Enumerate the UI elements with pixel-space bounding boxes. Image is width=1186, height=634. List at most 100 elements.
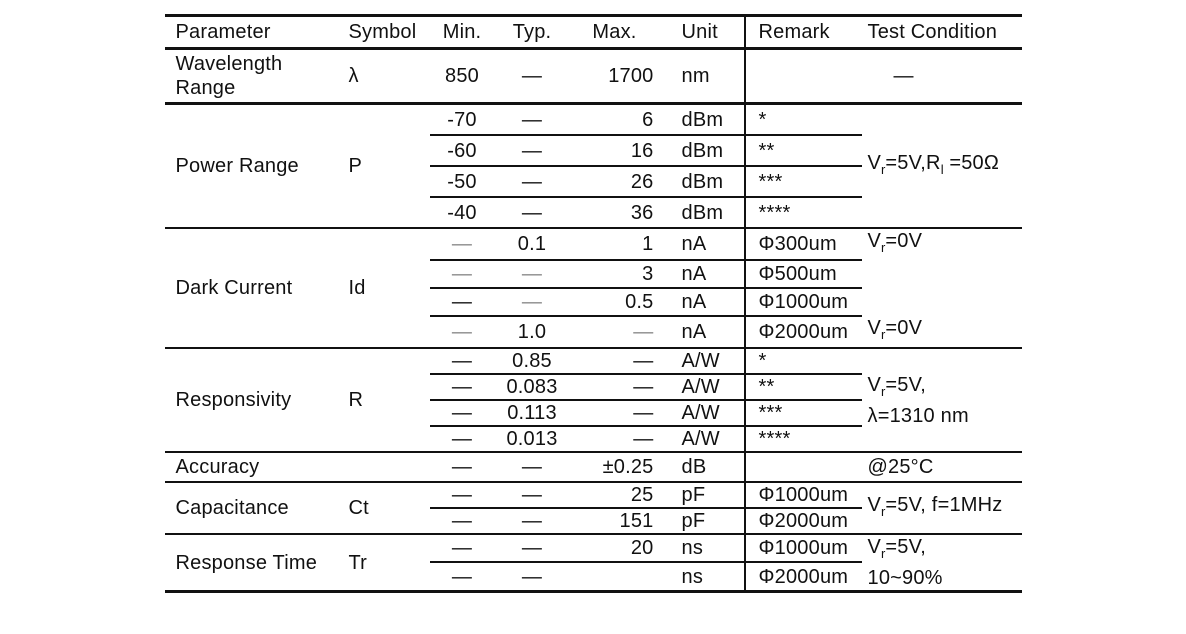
- cell-unit: dBm: [659, 102, 745, 135]
- cell-remark: ****: [743, 196, 862, 228]
- cell-test-condition: @25°C: [861, 451, 1022, 482]
- table-row: Response Time Tr — —20 ns Φ1000um Vr=5V, 10~90%: [164, 532, 1022, 592]
- cell-symbol: Ct: [339, 481, 430, 534]
- cell-max: 1: [569, 227, 660, 260]
- cell-test-condition: [862, 260, 1022, 288]
- table-row: Responsivity R —0.85— A/W * Vr=5V, λ=1310 nm: [164, 347, 1022, 452]
- cell-min: —: [429, 425, 495, 452]
- cell-min: -40: [429, 196, 495, 228]
- cell-symbol: λ: [339, 47, 430, 104]
- table-row: Dark Current Id —0.1 1 nA Φ300um Vr=0V: [164, 227, 1022, 348]
- cell-remark: Φ2000um: [743, 561, 862, 592]
- cell-unit: dB: [659, 451, 745, 482]
- table-row: -50—26 dBm ***: [165, 165, 1022, 197]
- table-row: -40—36 dBm ****: [165, 196, 1022, 228]
- table-row: —0.113— A/W ***: [165, 399, 1022, 426]
- cell-min: —: [429, 532, 495, 563]
- table-row: — —3 nA Φ500um: [165, 259, 1022, 288]
- cell-remark: Φ1000um: [743, 287, 862, 316]
- table-row: Wavelength Range λ 850—1700 nm —: [164, 47, 1022, 104]
- cell-typ: —: [494, 507, 570, 534]
- cell-remark: Φ1000um: [743, 481, 862, 508]
- column-header-parameter: Parameter: [164, 15, 340, 50]
- cell-test-condition: Vr=5V, 10~90%: [861, 533, 1022, 592]
- cell-max: 16: [569, 134, 660, 166]
- cell-min: —: [429, 227, 495, 260]
- cell-remark: ***: [743, 399, 862, 426]
- cell-symbol: [339, 451, 430, 482]
- cell-max: 6: [569, 102, 660, 135]
- table-row: — — ns Φ2000um: [165, 561, 1022, 592]
- column-header-max: Max.: [569, 15, 660, 50]
- table-row: Accuracy — — ±0.25 dB @25°C: [164, 451, 1022, 482]
- cell-typ: —: [494, 196, 570, 228]
- cell-typ: 0.113: [494, 399, 570, 426]
- cell-remark: Φ2000um: [743, 315, 862, 348]
- cell-symbol: Id: [339, 227, 430, 348]
- cell-min: —: [429, 561, 495, 592]
- cell-max: 3: [569, 259, 660, 288]
- header-row: Parameter Symbol Min. Typ. Max. Unit Remark Tes…: [164, 15, 1022, 50]
- cell-typ: —: [494, 165, 570, 197]
- cell-typ: —: [494, 451, 570, 482]
- table-row: Power Range P -70—6 dBm * Vr=5V,Rl =50Ω: [164, 102, 1022, 228]
- cell-unit: ns: [659, 532, 745, 563]
- cell-typ: 0.1: [494, 227, 570, 260]
- cell-unit: ns: [659, 561, 745, 592]
- cell-min: —: [429, 451, 495, 482]
- table-header: Parameter Symbol Min. Typ. Max. Unit Remark Tes…: [164, 15, 1022, 50]
- cell-parameter: Wavelength Range: [164, 47, 340, 104]
- cell-max: 0.5: [569, 287, 660, 316]
- cell-test-condition: —: [861, 47, 1022, 104]
- cell-unit: A/W: [659, 425, 745, 452]
- cell-test-condition: [862, 288, 1022, 316]
- table-body: Wavelength Range λ 850—1700 nm — Power Range P…: [164, 47, 1022, 592]
- cell-remark: Φ300um: [743, 227, 862, 260]
- cell-min: —: [429, 399, 495, 426]
- cell-remark: [743, 451, 862, 482]
- cell-min: —: [429, 347, 495, 374]
- cell-unit: nA: [659, 259, 745, 288]
- cell-typ: —: [494, 134, 570, 166]
- cell-unit: dBm: [659, 196, 745, 228]
- cell-unit: pF: [659, 481, 745, 508]
- column-header-min: Min.: [429, 15, 495, 50]
- cell-max: —: [569, 425, 660, 452]
- cell-unit: dBm: [659, 165, 745, 197]
- cell-max: 36: [569, 196, 660, 228]
- cell-max: ±0.25: [569, 451, 660, 482]
- table-row: Capacitance Ct — —25 pF Φ1000um Vr=5V, f=1MHz: [164, 481, 1022, 534]
- table-row: — —151 pF Φ2000um: [165, 507, 1022, 534]
- cell-typ: —: [494, 481, 570, 508]
- table-row: —0.013— A/W ****: [165, 425, 1022, 452]
- spec-table: Parameter Symbol Min. Typ. Max. Unit Remark Tes…: [164, 14, 1022, 593]
- cell-max: 151: [569, 507, 660, 534]
- cell-unit: A/W: [659, 373, 745, 400]
- cell-remark: ****: [743, 425, 862, 452]
- cell-symbol: P: [339, 102, 430, 228]
- cell-min: -60: [429, 134, 495, 166]
- cell-test-condition: Vr=5V, f=1MHz: [861, 481, 1022, 534]
- cell-unit: nA: [659, 287, 745, 316]
- cell-max: —: [569, 373, 660, 400]
- cell-max: —: [569, 399, 660, 426]
- cell-test-condition: Vr=0V: [861, 227, 1022, 260]
- cell-parameter: Dark Current: [164, 227, 340, 348]
- cell-max: 1700: [569, 47, 660, 104]
- cell-parameter: Accuracy: [164, 451, 340, 482]
- cell-min: 850: [429, 47, 495, 104]
- cell-remark: Φ1000um: [743, 532, 862, 563]
- cell-remark: Φ2000um: [743, 507, 862, 534]
- cell-remark: *: [743, 347, 862, 374]
- cell-max: —: [569, 347, 660, 374]
- cell-min: -70: [429, 102, 495, 135]
- cell-parameter: Responsivity: [164, 347, 340, 452]
- table-row: —1.0— nA Φ2000um Vr=0V: [165, 315, 1022, 348]
- cell-parameter: Power Range: [164, 102, 340, 228]
- cell-max: 26: [569, 165, 660, 197]
- cell-typ: 1.0: [494, 315, 570, 348]
- cell-remark: *: [743, 102, 862, 135]
- cell-remark: [743, 47, 862, 104]
- cell-symbol: R: [339, 347, 430, 452]
- column-header-symbol: Symbol: [339, 15, 430, 50]
